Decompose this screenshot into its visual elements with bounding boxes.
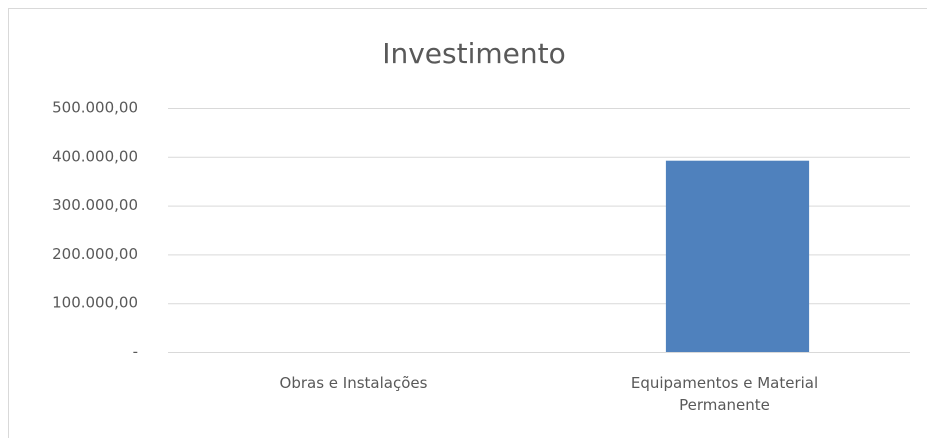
x-tick-label: Equipamentos e Material Permanente: [630, 374, 819, 414]
y-tick-label: 200.000,00: [52, 245, 138, 263]
bar: [665, 160, 810, 352]
y-tick-label: 300.000,00: [52, 196, 138, 214]
x-tick-label: Obras e Instalações: [279, 374, 428, 392]
y-tick-label: 100.000,00: [52, 294, 138, 312]
y-tick-label: 400.000,00: [52, 147, 138, 165]
y-tick-label: 500.000,00: [52, 99, 138, 117]
y-tick-label: -: [133, 343, 138, 361]
chart-title: Investimento: [382, 37, 566, 70]
